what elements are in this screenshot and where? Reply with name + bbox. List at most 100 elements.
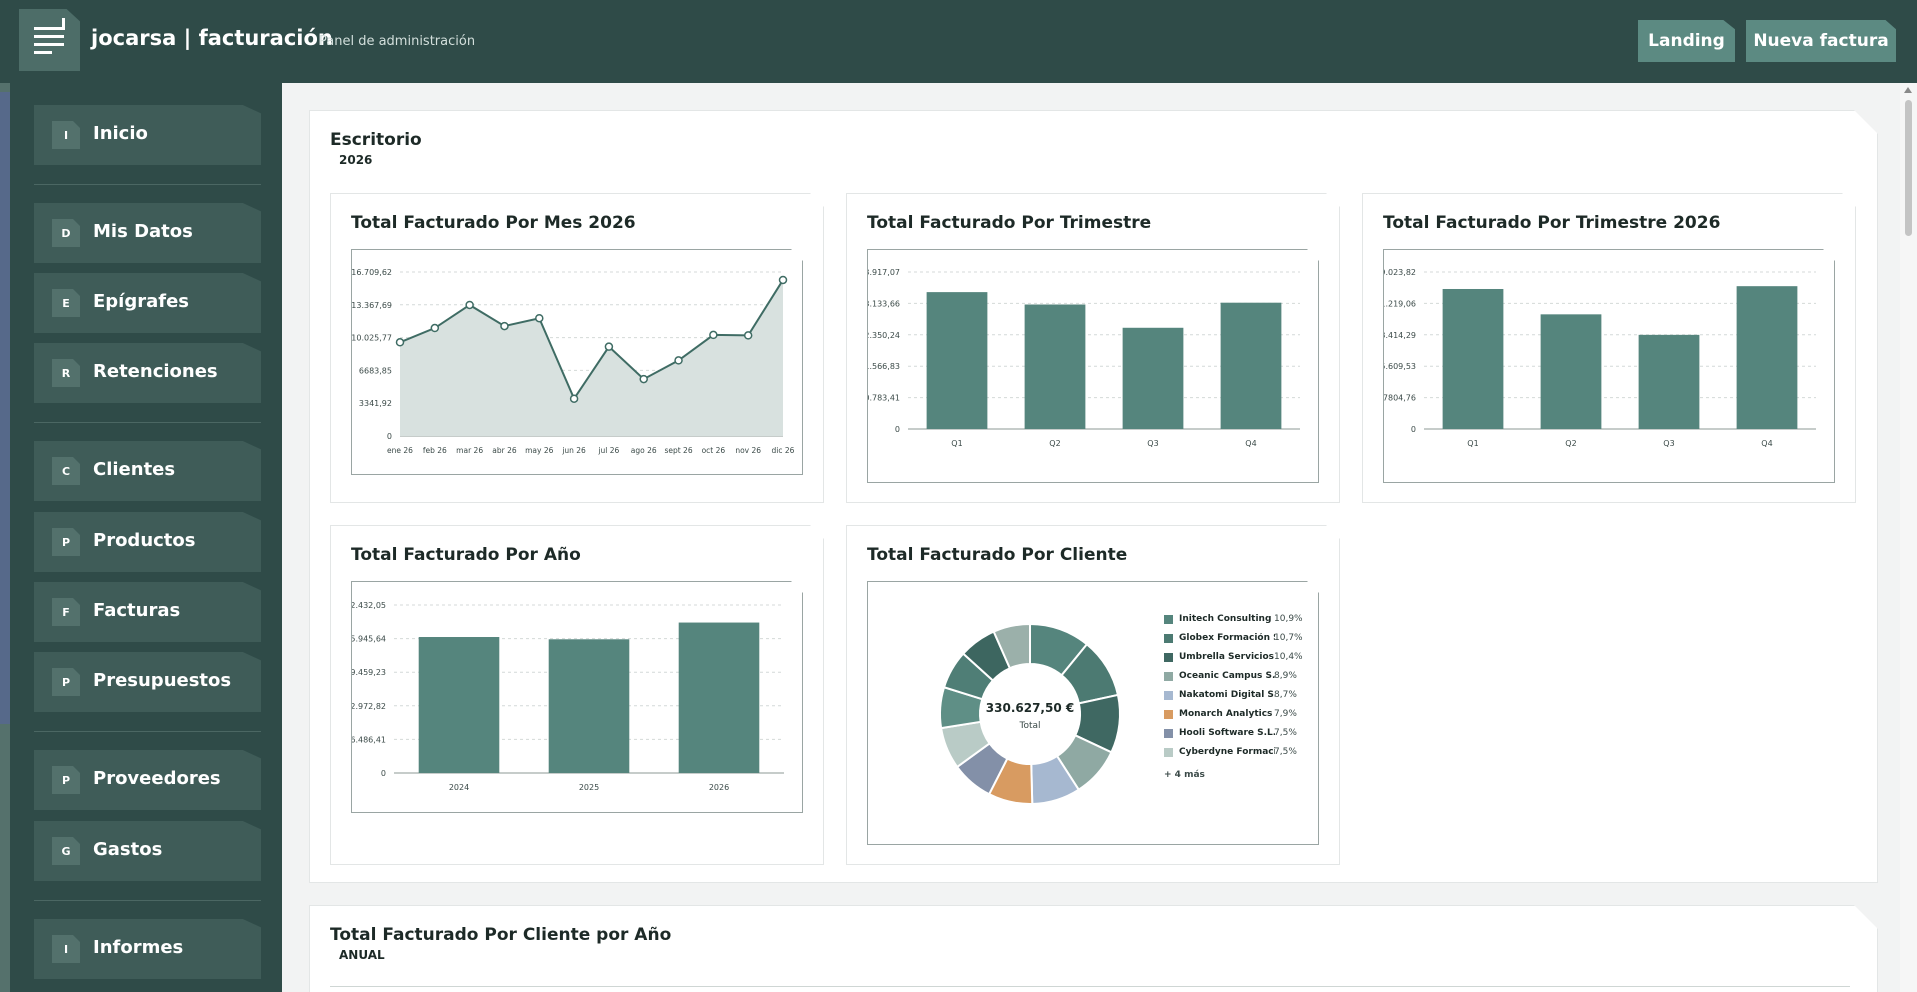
legend-percent: 10,4% bbox=[1274, 652, 1303, 662]
y-tick-label: 0 bbox=[895, 425, 900, 434]
app-brand[interactable]: jocarsa | facturación bbox=[91, 26, 333, 50]
chart-title: Total Facturado Por Trimestre 2026 bbox=[1383, 213, 1721, 233]
sidebar-item-proveedores[interactable]: P Proveedores bbox=[34, 750, 261, 810]
dashboard-panel: Escritorio 2026 Total Facturado Por Mes … bbox=[309, 110, 1878, 883]
sidebar-item-epigrafes[interactable]: E Epígrafes bbox=[34, 273, 261, 333]
sidebar-badge: P bbox=[52, 766, 80, 794]
sidebar-item-label: Productos bbox=[93, 530, 196, 551]
x-tick-label: Q1 bbox=[1467, 439, 1478, 448]
y-tick-label: 15.609,53 bbox=[1384, 362, 1416, 371]
sidebar-item-label: Clientes bbox=[93, 459, 176, 480]
sidebar-divider bbox=[34, 184, 261, 185]
chart-frame: 0 20.783,41 41.566,83 62.350,24 83.133,66 103… bbox=[867, 249, 1319, 483]
scrollbar[interactable] bbox=[1900, 83, 1917, 992]
landing-button[interactable]: Landing bbox=[1638, 20, 1735, 62]
sidebar-divider bbox=[34, 422, 261, 423]
legend-swatch bbox=[1164, 729, 1173, 738]
sidebar-item-label: Informes bbox=[93, 937, 184, 958]
sidebar-badge: F bbox=[52, 598, 80, 626]
legend-name: Cyberdyne Formación S.L. bbox=[1179, 747, 1274, 757]
scroll-up-icon[interactable] bbox=[1904, 87, 1912, 93]
data-point bbox=[431, 325, 438, 332]
sidebar-item-label: Proveedores bbox=[93, 768, 221, 789]
x-tick-label: Q2 bbox=[1565, 439, 1576, 448]
legend-item: Oceanic Campus S.L. 8,9% bbox=[1164, 669, 1300, 688]
legend-swatch bbox=[1164, 748, 1173, 757]
y-tick-label: 0 bbox=[381, 769, 386, 778]
legend-item: Umbrella Servicios Digitales S.L.10,4% bbox=[1164, 650, 1300, 669]
legend-percent: 7,5% bbox=[1274, 728, 1297, 738]
bar bbox=[1025, 305, 1086, 429]
x-tick-label: 2024 bbox=[449, 783, 469, 792]
sidebar-item-label: Facturas bbox=[93, 600, 181, 621]
bar bbox=[419, 637, 500, 773]
legend-item: Initech Consulting S.L.10,9% bbox=[1164, 612, 1300, 631]
chart-frame: 0 7804,76 15.609,53 23.414,29 31.219,06 39.02… bbox=[1383, 249, 1835, 483]
y-tick-label: 31.219,06 bbox=[1384, 299, 1416, 308]
chart-frame: 330.627,50 € Total Initech Consulting S.L… bbox=[867, 581, 1319, 845]
y-tick-label: 7804,76 bbox=[1384, 394, 1416, 403]
sidebar-item-clientes[interactable]: C Clientes bbox=[34, 441, 261, 501]
sidebar-item-informes[interactable]: I Informes bbox=[34, 919, 261, 979]
sidebar-badge: R bbox=[52, 359, 80, 387]
chart-card-quarterly-2026: Total Facturado Por Trimestre 2026 0 7804… bbox=[1362, 193, 1856, 503]
y-tick-label: 23.414,29 bbox=[1384, 331, 1416, 340]
bar bbox=[1443, 289, 1504, 429]
y-tick-label: 26.486,41 bbox=[352, 735, 386, 744]
yearly-bar-chart: 0 26.486,41 52.972,82 79.459,23 105.945,64 13… bbox=[352, 582, 804, 814]
data-point bbox=[466, 301, 473, 308]
sidebar: I Inicio D Mis Datos E Epígrafes R Reten… bbox=[0, 83, 282, 992]
page-title: Escritorio bbox=[330, 130, 422, 150]
sidebar-item-presupuestos[interactable]: P Presupuestos bbox=[34, 652, 261, 712]
legend-item: Nakatomi Digital S.L.8,7% bbox=[1164, 688, 1300, 707]
client-year-panel: Total Facturado Por Cliente por Año ANUA… bbox=[309, 905, 1878, 992]
bar bbox=[1737, 286, 1798, 429]
y-tick-label: 16.709,62 bbox=[352, 268, 392, 277]
sidebar-item-label: Epígrafes bbox=[93, 291, 190, 312]
sidebar-item-inicio[interactable]: I Inicio bbox=[34, 105, 261, 165]
x-tick-label: ago 26 bbox=[631, 446, 657, 455]
x-tick-label: jun 26 bbox=[561, 446, 586, 455]
data-point bbox=[745, 332, 752, 339]
chart-title: Total Facturado Por Mes 2026 bbox=[351, 213, 636, 233]
legend-percent: 7,9% bbox=[1274, 709, 1297, 719]
data-point bbox=[640, 376, 647, 383]
chart-card-quarterly: Total Facturado Por Trimestre 0 20.783,41… bbox=[846, 193, 1340, 503]
y-tick-label: 103.917,07 bbox=[868, 268, 900, 277]
x-tick-label: 2025 bbox=[579, 783, 599, 792]
monthly-line-chart: 0 3341,92 6683,85 10.025,77 13.367,69 16.709,… bbox=[352, 250, 804, 476]
scrollbar-thumb[interactable] bbox=[1905, 100, 1912, 236]
legend-swatch bbox=[1164, 653, 1173, 662]
chart-card-yearly: Total Facturado Por Año 0 26.486,41 52.972… bbox=[330, 525, 824, 865]
legend-more: + 4 más bbox=[1164, 770, 1205, 780]
y-tick-label: 10.025,77 bbox=[352, 334, 392, 343]
app-logo-icon[interactable] bbox=[19, 9, 80, 71]
legend-swatch bbox=[1164, 672, 1173, 681]
x-tick-label: oct 26 bbox=[702, 446, 726, 455]
main-content: Escritorio 2026 Total Facturado Por Mes … bbox=[282, 83, 1900, 992]
x-tick-label: jul 26 bbox=[597, 446, 619, 455]
new-invoice-button[interactable]: Nueva factura bbox=[1746, 20, 1896, 62]
legend-percent: 10,7% bbox=[1274, 633, 1303, 643]
chart-card-monthly: Total Facturado Por Mes 2026 0 3341,92 668… bbox=[330, 193, 824, 503]
x-tick-label: mar 26 bbox=[456, 446, 483, 455]
sidebar-item-productos[interactable]: P Productos bbox=[34, 512, 261, 572]
x-tick-label: may 26 bbox=[525, 446, 553, 455]
legend-swatch bbox=[1164, 634, 1173, 643]
x-tick-label: 2026 bbox=[709, 783, 729, 792]
legend-name: Initech Consulting S.L. bbox=[1179, 614, 1272, 624]
sidebar-item-gastos[interactable]: G Gastos bbox=[34, 821, 261, 881]
sidebar-item-facturas[interactable]: F Facturas bbox=[34, 582, 261, 642]
sidebar-item-mis-datos[interactable]: D Mis Datos bbox=[34, 203, 261, 263]
x-tick-label: feb 26 bbox=[423, 446, 447, 455]
section-title: Total Facturado Por Cliente por Año bbox=[330, 925, 672, 945]
y-tick-label: 41.566,83 bbox=[868, 362, 900, 371]
year-label: 2026 bbox=[339, 153, 373, 167]
legend-percent: 8,9% bbox=[1274, 671, 1297, 681]
y-tick-label: 39.023,82 bbox=[1384, 268, 1416, 277]
data-point bbox=[710, 331, 717, 338]
sidebar-item-retenciones[interactable]: R Retenciones bbox=[34, 343, 261, 403]
y-tick-label: 13.367,69 bbox=[352, 301, 392, 310]
legend-name: Umbrella Servicios Digitales S.L. bbox=[1179, 652, 1274, 662]
x-tick-label: Q3 bbox=[1147, 439, 1158, 448]
